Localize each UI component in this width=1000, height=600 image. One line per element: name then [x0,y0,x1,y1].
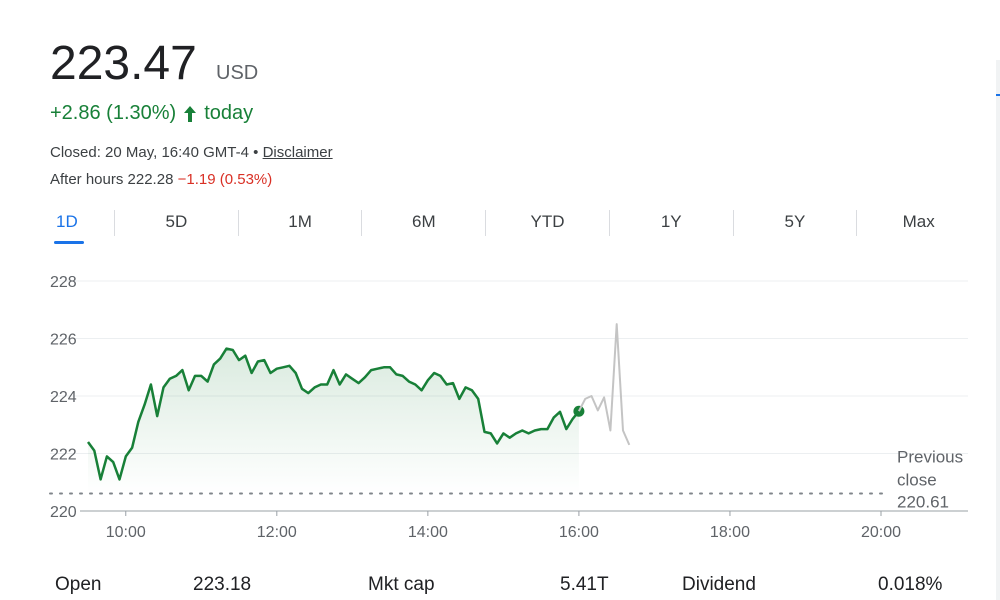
after-hours-line [578,323,631,446]
current-price: 223.47 [50,37,197,90]
y-tick-label: 226 [50,332,77,349]
disclaimer-link[interactable]: Disclaimer [262,144,333,161]
stat-dividend-label: Dividend [682,574,756,595]
price-chart[interactable]: 228 226 224 222 220 10:00 12:00 14:00 16:00 18:00… [0,260,1000,550]
tab-divider [732,210,734,236]
y-tick-label: 222 [50,447,77,464]
range-tabs: 1D 5D 1M 6M YTD 1Y 5Y Max [40,204,980,244]
tab-divider [485,210,487,236]
stat-dividend-value: 0.018% [878,574,943,595]
y-tick-label: 228 [50,274,77,291]
stat-mkt-cap-value: 5.41T [560,574,609,595]
x-tick-label: 14:00 [408,524,448,541]
tab-1d[interactable]: 1D [40,204,114,244]
arrow-up-icon [184,105,197,122]
y-tick-label: 224 [50,389,77,406]
stat-open-value: 223.18 [193,574,252,595]
tab-ytd[interactable]: YTD [530,212,565,231]
price-change-value: +2.86 (1.30%) [50,102,177,124]
market-status: Closed: 20 May, 16:40 GMT-4 • Disclaimer [50,144,333,161]
tab-divider [361,210,363,236]
price-change-period: today [204,102,254,124]
x-tick-label: 18:00 [710,524,750,541]
regular-session-area [88,348,579,494]
tab-5d[interactable]: 5D [165,212,188,231]
tab-divider [237,210,239,236]
key-stats: Open 223.18 Mkt cap 5.41T Dividend 0.018… [0,570,1000,600]
x-tick-label: 20:00 [861,524,901,541]
after-hours-change: −1.19 (0.53%) [177,171,273,188]
tab-divider [114,210,115,236]
previous-close-value: 220.61 [897,492,949,511]
y-tick-label: 220 [50,504,77,521]
stat-mkt-cap-label: Mkt cap [368,574,435,595]
tab-divider [856,210,858,236]
stat-open-label: Open [55,574,102,595]
x-tick-label: 16:00 [559,524,599,541]
price-change: +2.86 (1.30%) today [50,102,253,125]
tab-1m[interactable]: 1M [288,212,312,231]
previous-close-label: Previous close [897,447,963,489]
tab-1y[interactable]: 1Y [660,212,682,231]
currency-label: USD [216,62,259,84]
tab-divider [608,210,610,236]
regular-session-line [86,347,580,481]
x-tick-label: 12:00 [257,524,297,541]
tab-max[interactable]: Max [902,212,935,231]
after-hours-price: After hours 222.28 [50,171,174,188]
tab-5y[interactable]: 5Y [784,212,806,231]
tab-6m[interactable]: 6M [411,212,436,231]
after-hours: After hours 222.28 −1.19 (0.53%) [50,171,272,188]
side-panel-edge [996,60,1000,600]
x-tick-label: 10:00 [106,524,146,541]
current-price-marker [573,405,585,417]
separator-dot: • [253,144,259,161]
closed-time: Closed: 20 May, 16:40 GMT-4 [50,144,249,161]
